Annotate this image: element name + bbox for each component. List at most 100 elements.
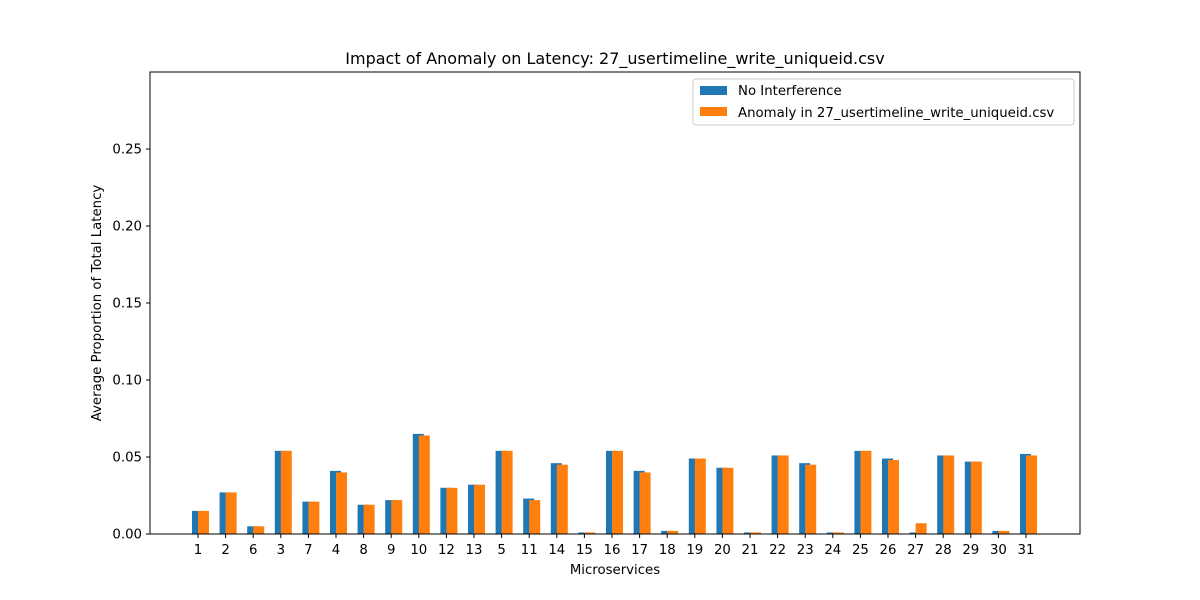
bar-anomaly-31 [1026, 455, 1037, 534]
x-tick-label: 20 [714, 543, 731, 558]
bar-no-interference-26 [882, 458, 893, 534]
bar-anomaly-12 [446, 487, 458, 534]
bar-anomaly-2 [225, 492, 237, 534]
bar-anomaly-27 [915, 523, 927, 534]
bar-no-interference-21 [744, 532, 755, 534]
bar-no-interference-12 [440, 487, 452, 534]
bar-anomaly-8 [363, 504, 375, 534]
bar-no-interference-10 [412, 433, 424, 534]
bar-anomaly-29 [970, 461, 982, 534]
x-axis: 1 2 6 3 7 4 8 9 10 12 13 5 11 14 15 16 17 18 19 20 21 22 23 24 2… [194, 534, 1035, 558]
bar-no-interference-25 [854, 450, 866, 534]
bar-anomaly-13 [474, 484, 485, 534]
bar-no-interference-14 [550, 463, 562, 534]
x-tick-label: 18 [659, 543, 676, 558]
legend-label-no-interference: No Interference [738, 84, 842, 99]
bars-layer [192, 433, 1037, 534]
bar-anomaly-28 [943, 455, 955, 534]
x-tick-label: 6 [249, 543, 257, 558]
x-tick-label: 22 [769, 543, 786, 558]
bar-no-interference-19 [688, 458, 700, 534]
x-tick-label: 29 [962, 543, 979, 558]
bar-no-interference-23 [799, 463, 811, 534]
x-tick-label: 31 [1018, 543, 1035, 558]
x-tick-label: 3 [277, 543, 285, 558]
y-tick-label: 0.00 [112, 528, 142, 543]
x-tick-label: 9 [387, 543, 395, 558]
legend-swatch-no-interference [700, 86, 727, 95]
legend-frame [692, 78, 1075, 126]
y-tick-label: 0.25 [112, 143, 142, 158]
bar-anomaly-1 [198, 510, 209, 534]
x-tick-label: 8 [359, 543, 367, 558]
y-axis-title: Average Proportion of Total Latency [90, 185, 105, 422]
bar-no-interference-16 [606, 450, 617, 534]
x-tick-label: 24 [824, 543, 841, 558]
x-tick-label: 17 [631, 543, 648, 558]
x-tick-label: 5 [497, 543, 505, 558]
bar-no-interference-17 [633, 470, 645, 534]
x-tick-label: 2 [221, 543, 229, 558]
x-tick-label: 15 [576, 543, 593, 558]
bar-anomaly-7 [308, 501, 320, 534]
x-tick-label: 30 [990, 543, 1007, 558]
bar-anomaly-26 [888, 460, 899, 534]
legend-swatch-anomaly [700, 107, 727, 116]
legend: No Interference Anomaly in 27_usertimeli… [692, 78, 1075, 126]
bar-no-interference-29 [964, 461, 976, 534]
bar-no-interference-20 [716, 467, 728, 534]
x-tick-label: 12 [438, 543, 455, 558]
bar-no-interference-8 [357, 504, 369, 534]
bar-no-interference-27 [909, 532, 921, 534]
bar-anomaly-5 [501, 450, 513, 534]
bar-no-interference-18 [661, 530, 673, 534]
bar-anomaly-20 [722, 467, 734, 534]
bar-no-interference-3 [274, 450, 286, 534]
bar-anomaly-24 [832, 532, 844, 534]
x-tick-label: 26 [880, 543, 897, 558]
x-tick-label: 27 [907, 543, 924, 558]
bar-no-interference-22 [771, 455, 783, 534]
bar-anomaly-3 [280, 450, 292, 534]
y-tick-label: 0.15 [112, 297, 142, 312]
bar-no-interference-1 [192, 510, 203, 534]
bar-anomaly-22 [777, 455, 789, 534]
bar-anomaly-14 [556, 464, 568, 534]
bar-anomaly-15 [584, 532, 596, 534]
x-tick-label: 11 [521, 543, 538, 558]
bar-anomaly-9 [391, 500, 403, 534]
bar-no-interference-28 [937, 455, 949, 534]
bar-no-interference-24 [826, 532, 838, 534]
bar-no-interference-31 [1020, 453, 1031, 534]
bar-no-interference-11 [523, 498, 535, 534]
bar-no-interference-4 [330, 470, 341, 534]
bar-anomaly-6 [253, 526, 265, 534]
bar-anomaly-4 [336, 472, 347, 534]
x-tick-label: 28 [935, 543, 952, 558]
bar-no-interference-30 [992, 530, 1004, 534]
bar-anomaly-11 [529, 500, 541, 534]
y-tick-label: 0.20 [112, 220, 142, 235]
bar-no-interference-6 [247, 526, 259, 534]
bar-no-interference-9 [385, 500, 397, 534]
bar-anomaly-18 [667, 530, 679, 534]
legend-label-anomaly: Anomaly in 27_usertimeline_write_uniquei… [738, 106, 1054, 121]
x-tick-label: 21 [742, 543, 759, 558]
x-tick-label: 1 [194, 543, 202, 558]
y-axis: 0.00 0.05 0.10 0.15 0.20 0.25 [112, 143, 150, 543]
bar-anomaly-30 [998, 530, 1010, 534]
bar-no-interference-2 [219, 492, 231, 534]
bar-anomaly-16 [612, 450, 623, 534]
x-tick-label: 4 [332, 543, 340, 558]
x-axis-title: Microservices [570, 563, 660, 578]
bar-anomaly-17 [639, 472, 651, 534]
x-tick-label: 19 [686, 543, 703, 558]
bar-no-interference-7 [302, 501, 314, 534]
x-tick-label: 16 [604, 543, 621, 558]
bar-no-interference-5 [495, 450, 507, 534]
x-tick-label: 10 [410, 543, 427, 558]
bar-no-interference-15 [578, 532, 590, 534]
x-tick-label: 23 [797, 543, 814, 558]
x-tick-label: 7 [304, 543, 312, 558]
